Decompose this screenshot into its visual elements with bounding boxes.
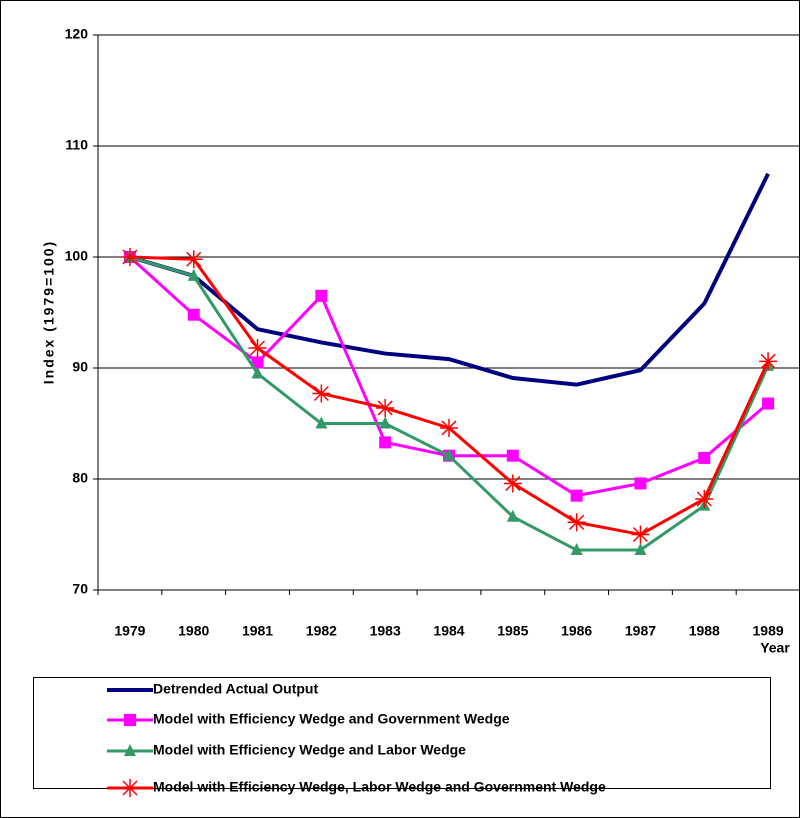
- marker: [184, 250, 203, 269]
- marker: [248, 339, 267, 358]
- marker: [443, 448, 455, 461]
- legend-label: Model with Efficiency Wedge, Labor Wedge…: [153, 779, 606, 795]
- marker: [503, 474, 522, 493]
- marker: [120, 248, 139, 266]
- y-tick-label: 110: [65, 137, 88, 153]
- marker: [315, 416, 328, 429]
- y-tick-label: 120: [65, 26, 89, 42]
- x-tick-label: 1986: [561, 623, 592, 639]
- x-tick-label: 1983: [370, 623, 401, 639]
- x-tick-label: 1984: [433, 623, 464, 639]
- marker: [762, 397, 775, 410]
- marker: [570, 489, 583, 502]
- legend-box: [33, 677, 771, 789]
- marker: [124, 714, 136, 726]
- marker: [506, 509, 519, 522]
- marker: [631, 525, 650, 544]
- marker: [759, 352, 778, 371]
- legend-label: Model with Efficiency Wedge and Labor We…: [153, 742, 466, 758]
- y-tick-label: 100: [65, 248, 89, 264]
- marker: [695, 489, 714, 508]
- legend-label: Detrended Actual Output: [153, 681, 318, 697]
- x-tick-label: 1979: [114, 623, 145, 639]
- legend-label: Model with Efficiency Wedge and Governme…: [153, 711, 510, 727]
- x-tick-label: 1985: [497, 623, 528, 639]
- x-tick-label: 1982: [306, 623, 337, 639]
- marker: [376, 398, 395, 417]
- x-tick-label: 1988: [689, 623, 720, 639]
- marker: [121, 779, 139, 797]
- y-tick-label: 90: [72, 359, 88, 375]
- x-tick-label: 1981: [242, 623, 273, 639]
- marker: [567, 513, 586, 532]
- marker: [698, 451, 711, 464]
- marker: [315, 289, 328, 302]
- marker: [506, 449, 519, 462]
- marker: [187, 308, 200, 321]
- y-tick-label: 80: [72, 470, 88, 486]
- series-line: [129, 255, 770, 537]
- marker: [570, 543, 583, 556]
- series-line: [129, 172, 770, 387]
- marker: [634, 543, 647, 556]
- marker: [251, 356, 264, 369]
- y-axis-label: Index (1979=100): [41, 240, 57, 384]
- x-tick-label: 1980: [178, 623, 209, 639]
- marker: [124, 744, 136, 756]
- x-tick-label: 1989: [753, 623, 784, 639]
- marker: [312, 384, 331, 403]
- marker: [634, 477, 647, 490]
- marker: [187, 268, 200, 281]
- marker: [379, 436, 392, 449]
- marker: [440, 418, 458, 437]
- marker: [379, 416, 392, 429]
- marker: [251, 366, 264, 379]
- x-axis-label: Year: [760, 640, 790, 656]
- y-tick-label: 70: [72, 581, 88, 597]
- x-tick-label: 1987: [625, 623, 656, 639]
